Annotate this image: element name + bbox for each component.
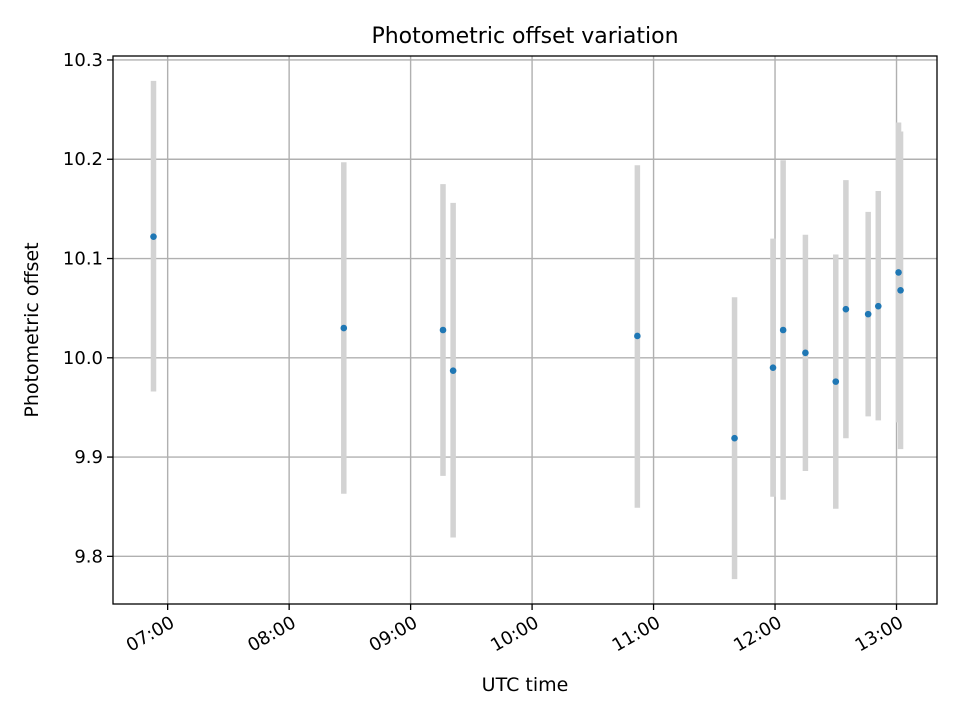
data-point [874, 302, 882, 310]
data-point [897, 286, 904, 294]
y-tick-label: 10.2 [63, 149, 103, 170]
x-axis-label: UTC time [482, 674, 569, 696]
data-point [340, 324, 348, 332]
data-point [842, 305, 850, 313]
y-tick-label: 10.1 [63, 249, 103, 270]
data-points [150, 233, 904, 442]
y-axis-label: Photometric offset [21, 242, 43, 417]
data-point [769, 364, 777, 372]
data-point [779, 326, 787, 334]
data-point [449, 367, 457, 375]
chart-title: Photometric offset variation [371, 24, 678, 49]
plot-frame [112, 55, 938, 605]
data-point [150, 233, 157, 240]
data-point [634, 332, 641, 340]
y-axis: 9.8 9.9 10.0 10.1 10.2 10.3 [63, 50, 113, 567]
y-tick-label: 10.3 [63, 50, 103, 71]
data-point [802, 349, 809, 357]
data-point [895, 269, 902, 276]
data-point [731, 434, 738, 442]
data-point [864, 310, 872, 318]
data-point [832, 378, 840, 385]
y-tick-label: 9.8 [74, 546, 103, 567]
y-tick-label: 9.9 [74, 447, 103, 468]
y-tick-label: 10.0 [63, 348, 103, 369]
data-point [439, 326, 447, 334]
